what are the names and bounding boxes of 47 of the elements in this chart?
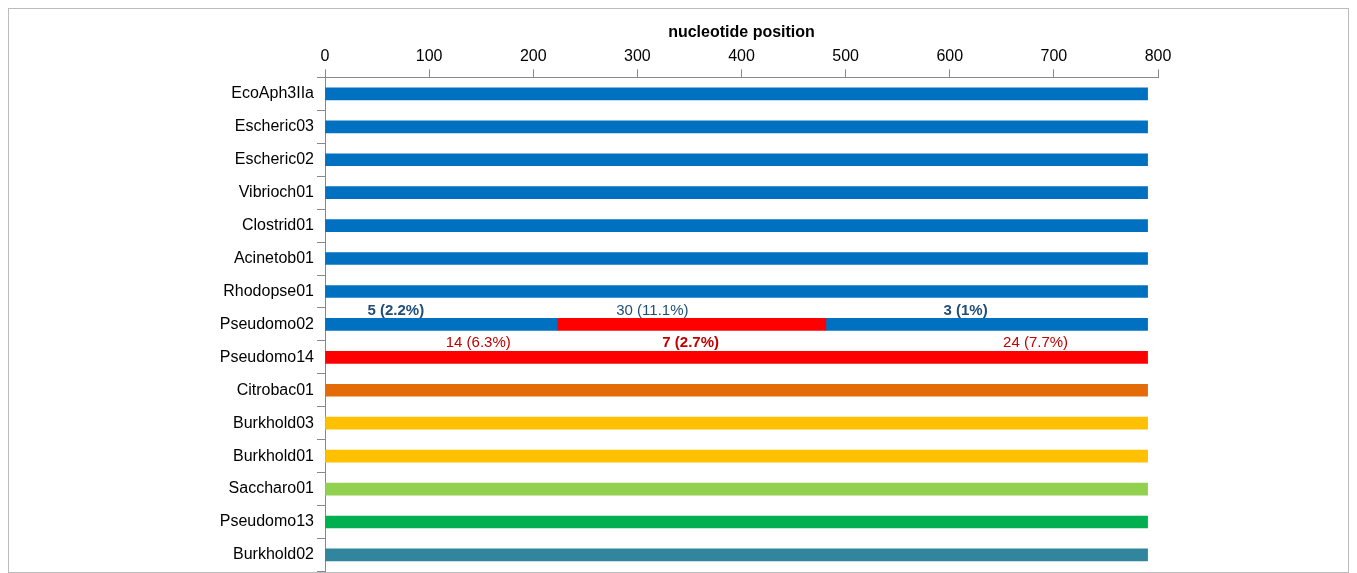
x-tick-label: 700 (1040, 47, 1068, 65)
x-tick-label: 500 (832, 47, 860, 65)
bar (325, 482, 1148, 496)
x-tick-label: 400 (728, 47, 755, 65)
bar (325, 219, 1148, 232)
y-tick-label: Acinetob01 (233, 248, 315, 266)
x-axis-title: nucleotide position (668, 23, 815, 41)
bar (325, 548, 1148, 562)
y-tick-label: Burkhold01 (233, 446, 315, 464)
bar (325, 416, 1148, 430)
bar (325, 186, 1148, 199)
bar (325, 515, 1148, 529)
y-tick-label: Clostrid01 (241, 216, 315, 234)
y-tick-label: Vibrioch01 (238, 183, 315, 201)
annotation: 3 (1%) (943, 300, 988, 318)
annotation: 14 (6.3%) (445, 333, 511, 351)
y-tick-label: Pseudomo02 (219, 314, 315, 332)
y-tick-label: Escheric02 (234, 150, 315, 168)
y-tick-label: Burkhold03 (233, 413, 315, 431)
bar (325, 153, 1148, 167)
x-tick-label: 100 (415, 47, 443, 65)
bar (825, 318, 1148, 331)
bar (325, 87, 1148, 101)
x-tick-label: 800 (1144, 47, 1172, 65)
bar (325, 252, 1148, 265)
bar (325, 383, 1148, 397)
x-tick-label: 0 (320, 47, 330, 65)
y-tick-label: Pseudomo13 (219, 512, 315, 530)
y-tick-label: EcoAph3IIa (231, 84, 315, 102)
y-tick-label: Saccharo01 (228, 479, 315, 497)
x-tick-label: 600 (936, 47, 964, 65)
bar (325, 449, 1148, 463)
y-tick-label: Burkhold02 (233, 545, 315, 563)
annotation: 30 (11.1%) (616, 300, 689, 318)
bar (325, 285, 1148, 298)
annotation: 7 (2.7%) (662, 333, 720, 351)
annotation: 24 (7.7%) (1003, 333, 1069, 351)
y-tick-label: Escheric03 (234, 117, 315, 135)
bar (325, 120, 1148, 134)
y-tick-label: Pseudomo14 (219, 347, 315, 365)
x-tick-label: 300 (624, 47, 651, 65)
y-tick-label: Citrobac01 (236, 380, 315, 398)
bar (556, 318, 827, 331)
y-tick-label: Rhodopse01 (223, 281, 315, 299)
annotation: 5 (2.2%) (367, 300, 425, 318)
x-tick-label: 200 (519, 47, 547, 65)
bar (325, 318, 558, 331)
